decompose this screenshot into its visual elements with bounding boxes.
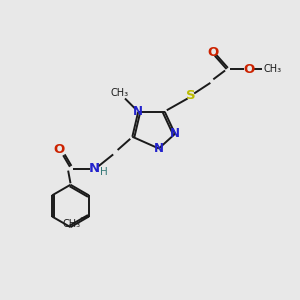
Text: N: N xyxy=(133,105,143,118)
Text: O: O xyxy=(243,62,254,76)
Text: H: H xyxy=(100,167,108,177)
Text: N: N xyxy=(88,162,100,175)
Text: N: N xyxy=(170,127,180,140)
Text: O: O xyxy=(208,46,219,59)
Text: N: N xyxy=(154,142,164,155)
Text: O: O xyxy=(54,143,65,157)
Text: S: S xyxy=(186,89,196,102)
Text: CH₃: CH₃ xyxy=(62,219,80,229)
Text: CH₃: CH₃ xyxy=(263,64,281,74)
Text: CH₃: CH₃ xyxy=(110,88,128,98)
